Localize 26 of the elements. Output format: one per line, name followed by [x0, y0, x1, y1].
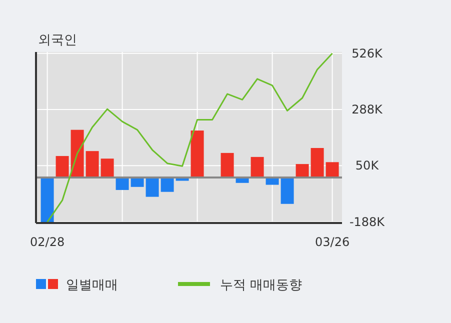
- bar: [190, 130, 204, 178]
- x-tick-label: 02/28: [30, 235, 65, 249]
- y-tick-label: 526K: [352, 46, 384, 60]
- y-tick-label: 50K: [355, 158, 380, 173]
- bar: [326, 162, 339, 178]
- x-tick-label: 03/26: [315, 235, 350, 249]
- legend-item: 누적 매매동향: [178, 278, 302, 293]
- legend-label: 누적 매매동향: [220, 278, 302, 293]
- bar: [100, 158, 114, 178]
- bar: [40, 177, 54, 222]
- bar: [250, 156, 264, 178]
- bar: [86, 151, 99, 178]
- bar: [130, 177, 144, 187]
- bar: [280, 177, 294, 204]
- legend-item: 일별매매: [36, 278, 118, 293]
- bar: [56, 156, 69, 178]
- y-tick-label: 288K: [352, 102, 384, 117]
- bar: [146, 177, 159, 197]
- bar: [116, 177, 129, 190]
- bar: [296, 164, 309, 178]
- chart-title: 외국인: [38, 33, 77, 48]
- y-tick-label: -188K: [349, 214, 386, 229]
- bar: [160, 177, 174, 192]
- legend-label: 일별매매: [66, 278, 118, 293]
- bar: [220, 152, 234, 178]
- bar: [310, 148, 324, 178]
